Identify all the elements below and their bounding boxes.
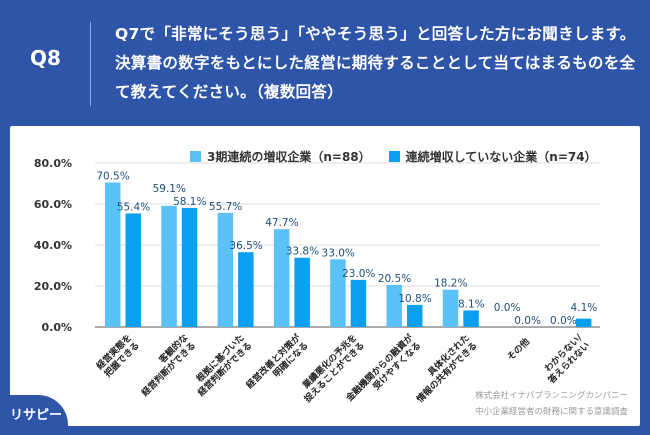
data-label: 23.0%: [342, 268, 375, 280]
data-label: 20.5%: [378, 273, 411, 285]
category-label-line: その他: [504, 335, 532, 363]
bar: [407, 304, 423, 327]
data-label: 0.0%: [550, 315, 577, 327]
data-label: 33.0%: [322, 247, 355, 259]
data-label: 18.2%: [434, 278, 467, 290]
legend-swatch: [388, 151, 400, 162]
legend-swatch: [190, 151, 201, 162]
source-note: 株式会社イナバプランニングカンパニー 中小企業経営者の財務に関する意識調査: [475, 388, 628, 420]
question-text: Q7で「非常にそう思う」「ややそう思う」と回答した方にお聞きします。決算書の数字…: [115, 25, 636, 101]
bar: [442, 289, 459, 327]
y-tick-label: 60.0%: [34, 198, 72, 211]
company-name: 株式会社イナバプランニングカンパニー: [475, 391, 628, 401]
data-label: 55.7%: [209, 201, 242, 213]
data-label: 59.1%: [153, 183, 186, 195]
legend-label: 3期連続の増収企業（n=88）: [207, 150, 371, 164]
data-label: 58.1%: [173, 196, 206, 208]
survey-name: 中小企業経営者の財務に関する意識調査: [474, 407, 628, 417]
data-label: 36.5%: [229, 240, 262, 252]
bar: [350, 279, 367, 327]
bar: [273, 229, 290, 327]
logo-text: リサピー: [10, 408, 63, 423]
legend-label: 連続増収していない企業（n=74）: [405, 150, 597, 164]
data-label: 8.1%: [458, 298, 485, 310]
data-label: 70.5%: [96, 170, 129, 182]
data-label: 4.1%: [571, 302, 598, 314]
legend-item-series-2: 連続増収していない企業（n=74）: [388, 148, 597, 165]
legend-item-series-1: 3期連続の増収企業（n=88）: [190, 148, 371, 165]
bar: [330, 259, 346, 327]
question-header: Q8 Q7で「非常にそう思う」「ややそう思う」と回答した方にお聞きします。決算書…: [0, 0, 650, 120]
question-number: Q8: [30, 46, 61, 70]
data-label: 0.0%: [514, 315, 541, 327]
data-label: 0.0%: [494, 302, 521, 314]
y-tick-label: 80.0%: [34, 157, 72, 170]
bar: [181, 207, 198, 327]
bar: [105, 182, 121, 327]
data-label: 55.4%: [117, 201, 150, 213]
category-label-line: 情報の共有ができる: [413, 339, 479, 405]
y-tick-label: 20.0%: [34, 280, 72, 293]
bar: [386, 284, 402, 327]
legend: 3期連続の増収企業（n=88） 連続増収していない企業（n=74）: [190, 148, 597, 165]
bar: [217, 212, 234, 327]
divider: [90, 22, 91, 106]
category-label: その他: [504, 335, 532, 363]
bar: [294, 257, 310, 327]
data-label: 33.8%: [286, 246, 319, 258]
bar: [463, 310, 479, 327]
bar: [238, 252, 254, 327]
y-tick-label: 40.0%: [34, 239, 72, 252]
logo: リサピー: [0, 395, 68, 435]
bar: [575, 318, 592, 327]
y-tick-label: 0.0%: [41, 321, 72, 334]
data-label: 10.8%: [398, 293, 431, 305]
category-label: わからない/答えられない: [543, 332, 593, 387]
bar: [161, 205, 177, 327]
data-label: 47.7%: [265, 217, 298, 229]
bar: [125, 213, 141, 327]
